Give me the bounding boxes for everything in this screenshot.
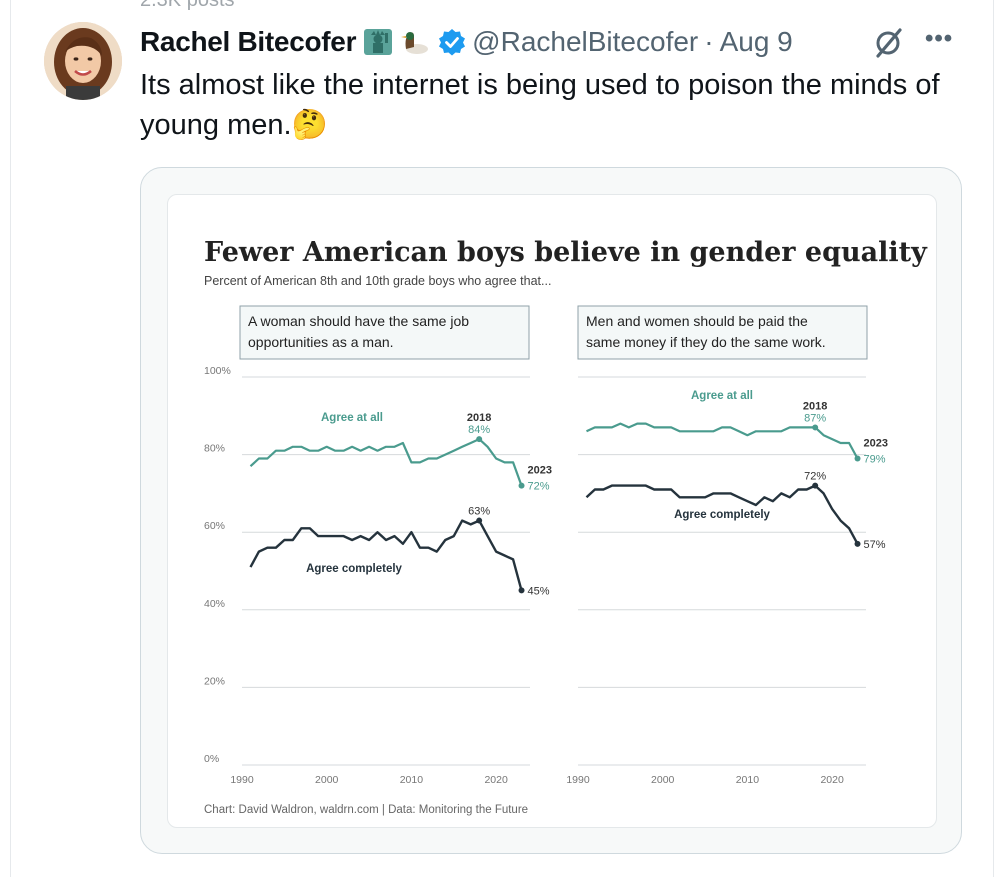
- value-label-p1-3: 63%: [468, 506, 490, 518]
- point-p1-1: [476, 436, 483, 443]
- x-tick-p2-1990: 1990: [566, 774, 590, 786]
- meta-separator: ·: [704, 26, 714, 57]
- point-p1-2: [518, 482, 525, 489]
- y-tick-100: 100%: [204, 365, 231, 377]
- avatar[interactable]: [44, 22, 122, 100]
- series-line-p2-2: [585, 484, 859, 545]
- chart-title: Fewer American boys believe in gender eq…: [204, 237, 928, 268]
- point-p2-3: [812, 482, 819, 489]
- value-label-p2-3: 72%: [804, 471, 826, 483]
- point-p1-3: [476, 517, 483, 524]
- x-tick-p1-1990: 1990: [230, 774, 254, 786]
- chart-subtitle: Percent of American 8th and 10th grade b…: [204, 274, 551, 288]
- y-tick-20: 20%: [204, 675, 225, 687]
- x-tick-p1-2000: 2000: [315, 774, 339, 786]
- value-label-p2-2: 79%: [864, 453, 886, 465]
- chart-svg: Fewer American boys believe in gender eq…: [204, 237, 928, 816]
- value-label-p1-4: 45%: [528, 585, 550, 597]
- value-label-p1-1: 84%: [468, 424, 490, 436]
- value-label-p2-4: 57%: [864, 539, 886, 551]
- x-tick-p2-2020: 2020: [820, 774, 844, 786]
- year-label-p1-1: 2018: [467, 412, 491, 424]
- value-label-p2-1: 87%: [804, 412, 826, 424]
- author-handle[interactable]: @RachelBitecofer: [472, 26, 699, 57]
- y-tick-0: 0%: [204, 753, 219, 765]
- previous-post-count: 2.3K posts: [140, 0, 235, 11]
- series-label-p2-2: Agree completely: [674, 509, 770, 521]
- grok-icon[interactable]: [872, 26, 906, 65]
- tweet-media[interactable]: Fewer American boys believe in gender eq…: [140, 167, 962, 854]
- series-line-p1-2: [249, 519, 523, 591]
- duck-emoji: [400, 27, 432, 57]
- author-name[interactable]: Rachel Bitecofer: [140, 26, 357, 57]
- value-label-p1-2: 72%: [528, 481, 550, 493]
- series-label-p1-2: Agree completely: [306, 563, 402, 575]
- series-label-p1-1: Agree at all: [321, 412, 383, 424]
- point-p2-2: [854, 455, 861, 462]
- point-p2-1: [812, 424, 819, 431]
- chart-grid: 0% 20% 40% 60% 80% 100% 1990 2000 2010 2020 1990 20…: [204, 365, 866, 786]
- year-label-p2-2: 2023: [864, 437, 888, 449]
- x-tick-p2-2010: 2010: [736, 774, 760, 786]
- tweet-header: Rachel Bitecofer @RachelBitecofer · Aug …: [140, 22, 793, 62]
- point-p1-4: [518, 587, 525, 594]
- x-tick-p2-2000: 2000: [651, 774, 675, 786]
- panel-2-box: [577, 305, 868, 360]
- statue-of-liberty-emoji: [362, 27, 394, 57]
- y-tick-60: 60%: [204, 520, 225, 532]
- year-label-p2-1: 2018: [803, 400, 827, 412]
- series-line-p1-1: [249, 438, 523, 486]
- series-label-p2-1: Agree at all: [691, 390, 753, 402]
- panel-2-label: Men and women should be paid the same mon…: [586, 313, 826, 350]
- timeline-border-right: [993, 0, 994, 877]
- year-label-p1-2: 2023: [528, 465, 552, 477]
- x-tick-p1-2010: 2010: [400, 774, 424, 786]
- timeline-border-left: [10, 0, 11, 877]
- chart-source: Chart: David Waldron, waldrn.com | Data:…: [204, 804, 528, 816]
- tweet-text: Its almost like the internet is being us…: [140, 69, 940, 141]
- panel-1-box: [239, 305, 530, 360]
- post-date[interactable]: Aug 9: [719, 26, 793, 57]
- x-tick-p1-2020: 2020: [484, 774, 508, 786]
- more-icon[interactable]: •••: [925, 25, 954, 52]
- point-p2-4: [854, 540, 861, 547]
- y-tick-40: 40%: [204, 598, 225, 610]
- chart-image: Fewer American boys believe in gender eq…: [167, 194, 937, 828]
- verified-badge-icon[interactable]: [438, 28, 466, 56]
- y-tick-80: 80%: [204, 443, 225, 455]
- avatar-image: [44, 22, 122, 100]
- panel-1-label: A woman should have the same job opportun…: [248, 313, 469, 350]
